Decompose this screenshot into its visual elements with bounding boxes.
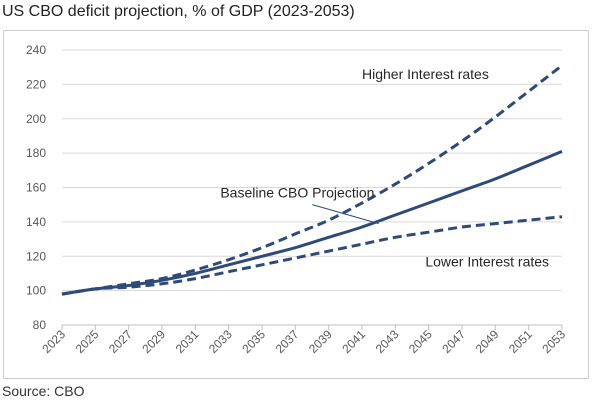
y-tick-label: 160 <box>26 181 46 195</box>
grid-lines <box>62 49 562 292</box>
x-tick-label: 2043 <box>373 327 402 356</box>
y-tick-label: 120 <box>26 249 46 263</box>
y-tick-label: 140 <box>26 215 46 229</box>
x-tick-label: 2045 <box>406 327 435 356</box>
annotation-leader-line <box>312 204 379 225</box>
annotations: Higher Interest rates Baseline CBO Projec… <box>220 66 549 269</box>
source-note: Source: CBO <box>2 383 85 399</box>
x-tick-label: 2025 <box>73 327 102 356</box>
series-line-baseline <box>61 150 563 296</box>
x-tick-label: 2051 <box>506 327 535 356</box>
x-tick-label: 2033 <box>206 327 235 356</box>
x-tick-label: 2047 <box>439 327 468 356</box>
series-lines <box>61 64 563 296</box>
y-tick-label: 180 <box>26 146 46 160</box>
x-tick-label: 2027 <box>106 327 135 356</box>
chart-title: US CBO deficit projection, % of GDP (202… <box>2 3 355 20</box>
x-tick-label: 2031 <box>173 327 202 356</box>
y-tick-label: 200 <box>26 112 46 126</box>
annotation-higher-rates: Higher Interest rates <box>362 66 489 82</box>
y-tick-label: 100 <box>26 284 46 298</box>
series-line-lower <box>61 215 563 296</box>
y-tick-label: 220 <box>26 77 46 91</box>
series-line-higher <box>61 64 563 296</box>
x-tick-label: 2053 <box>539 327 568 356</box>
x-tick-label: 2039 <box>306 327 335 356</box>
x-tick-label: 2037 <box>273 327 302 356</box>
x-tick-label: 2035 <box>239 327 268 356</box>
chart-frame <box>3 30 589 379</box>
x-tick-label: 2029 <box>139 327 168 356</box>
x-tick-label: 2041 <box>339 327 368 356</box>
y-tick-label: 240 <box>26 43 46 57</box>
annotation-baseline: Baseline CBO Projection <box>220 185 374 201</box>
y-tick-label: 80 <box>33 318 47 332</box>
x-tick-label: 2049 <box>473 327 502 356</box>
axes <box>61 324 563 330</box>
annotation-lower-rates: Lower Interest rates <box>425 253 549 269</box>
